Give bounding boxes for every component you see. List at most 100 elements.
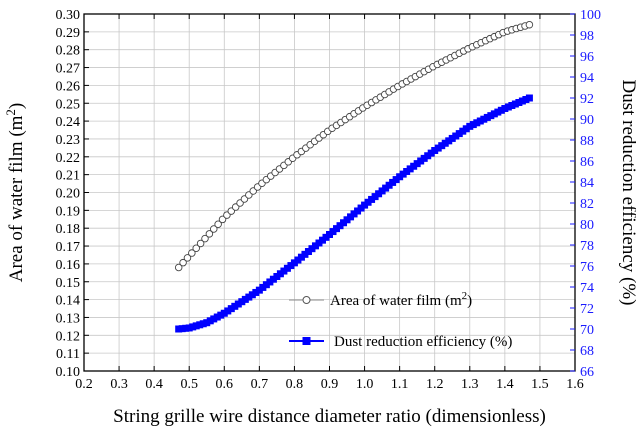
dust-efficiency-point xyxy=(290,259,298,267)
dust-efficiency-point xyxy=(417,157,425,165)
dust-efficiency-point xyxy=(318,236,326,244)
y-left-tick-label: 0.22 xyxy=(56,151,81,166)
dust-efficiency-point xyxy=(490,110,498,118)
water-film-point xyxy=(179,258,187,267)
dust-efficiency-point xyxy=(525,94,533,102)
dust-efficiency-point xyxy=(329,228,337,236)
left-y-axis-title: Area of water film (m2) xyxy=(3,103,27,283)
dust-efficiency-point xyxy=(494,108,502,116)
dust-efficiency-point xyxy=(466,122,474,130)
water-film-point xyxy=(192,244,200,252)
dust-efficiency-point xyxy=(410,162,418,170)
dust-efficiency-point xyxy=(333,225,341,233)
dust-efficiency-point xyxy=(192,322,200,330)
x-tick-label: 0.5 xyxy=(180,377,198,392)
water-film-point xyxy=(188,249,196,257)
dust-efficiency-point xyxy=(378,187,386,195)
water-film-point xyxy=(214,220,222,228)
y-left-tick-label: 0.14 xyxy=(56,294,81,309)
y-left-tick-label: 0.13 xyxy=(56,311,81,326)
y-right-tick-label: 78 xyxy=(580,239,594,254)
dust-efficiency-point xyxy=(508,102,516,109)
y-right-tick-label: 86 xyxy=(580,155,594,170)
y-right-tick-label: 100 xyxy=(580,8,601,23)
dust-efficiency-point xyxy=(283,264,291,272)
y-right-tick-label: 70 xyxy=(580,323,594,338)
y-right-tick-label: 68 xyxy=(580,344,594,359)
x-tick-label: 1.0 xyxy=(356,377,374,392)
dust-efficiency-point xyxy=(203,319,211,327)
y-left-tick-label: 0.28 xyxy=(56,44,81,59)
y-right-tick-label: 74 xyxy=(580,281,594,296)
dust-efficiency-point xyxy=(438,142,446,150)
dust-efficiency-point xyxy=(175,325,183,333)
dust-efficiency-point xyxy=(518,97,526,105)
dust-efficiency-point xyxy=(424,152,432,160)
x-axis-title: String grille wire distance diameter rat… xyxy=(113,406,546,427)
x-tick-label: 0.3 xyxy=(110,377,128,392)
water-film-point xyxy=(210,225,218,233)
dust-efficiency-point xyxy=(406,165,414,173)
dust-efficiency-point xyxy=(269,275,277,283)
legend: Area of water film (m2) Dust reduction e… xyxy=(289,290,512,350)
y-left-tick-label: 0.15 xyxy=(56,276,81,291)
dust-efficiency-point xyxy=(389,178,397,186)
dust-efficiency-point xyxy=(385,181,393,189)
dust-efficiency-point xyxy=(420,154,428,162)
dust-efficiency-point xyxy=(259,283,267,291)
x-tick-label: 0.9 xyxy=(321,377,339,392)
y-left-tick-label: 0.23 xyxy=(56,133,81,148)
x-tick-label: 0.6 xyxy=(216,377,234,392)
dust-efficiency-point xyxy=(340,219,348,227)
x-tick-label: 0.7 xyxy=(251,377,269,392)
dust-efficiency-point xyxy=(273,273,281,280)
series-dust-efficiency xyxy=(175,94,533,333)
dust-efficiency-point xyxy=(382,184,390,192)
water-film-point xyxy=(201,234,209,243)
y-right-tick-label: 72 xyxy=(580,302,594,317)
dust-efficiency-point xyxy=(483,113,491,121)
dust-efficiency-point xyxy=(522,96,530,103)
dust-efficiency-point xyxy=(336,222,344,230)
legend-label-water-film: Area of water film (m2) xyxy=(330,290,472,309)
dust-efficiency-point xyxy=(255,286,263,294)
water-film-point xyxy=(205,230,214,238)
y-left-tick-label: 0.19 xyxy=(56,204,81,219)
dust-efficiency-point xyxy=(476,117,484,125)
grid-lines xyxy=(84,14,575,371)
x-tick-label: 0.4 xyxy=(145,377,163,392)
series-water-film xyxy=(174,20,534,272)
dust-efficiency-point xyxy=(308,245,316,253)
water-film-point xyxy=(174,263,183,272)
dust-efficiency-point xyxy=(501,105,509,112)
y-left-tick-label: 0.11 xyxy=(56,347,80,362)
dust-efficiency-point xyxy=(217,311,225,319)
y-left-tick-label: 0.18 xyxy=(56,222,81,237)
y-right-tick-label: 84 xyxy=(580,176,594,191)
dust-efficiency-point xyxy=(487,112,495,120)
y-left-tick-label: 0.29 xyxy=(56,26,81,41)
legend-marker-water-film xyxy=(302,296,311,304)
y-left-tick-label: 0.17 xyxy=(56,240,81,255)
dust-efficiency-point xyxy=(262,281,270,289)
dust-efficiency-point xyxy=(276,270,284,278)
series-layer xyxy=(174,20,534,333)
dust-efficiency-point xyxy=(213,313,221,321)
right-y-axis-title: Dust reduction efficiency (%) xyxy=(618,80,636,306)
y-left-tick-label: 0.21 xyxy=(56,169,81,184)
dust-efficiency-point xyxy=(431,147,439,154)
dust-efficiency-point xyxy=(396,173,404,181)
axis-ticks: 0.2 0.3 0.4 0.5 0.6 0.7 0.8 0.9 1.0 1.1 1.2 1.3 1.4 1… xyxy=(56,8,602,392)
dust-efficiency-point xyxy=(343,216,351,224)
dust-efficiency-point xyxy=(413,160,421,168)
dust-efficiency-point xyxy=(185,324,193,332)
dust-efficiency-point xyxy=(224,307,232,315)
dust-efficiency-point xyxy=(182,324,190,332)
dust-efficiency-point xyxy=(238,298,246,306)
y-right-tick-label: 94 xyxy=(580,71,594,86)
y-right-tick-label: 96 xyxy=(580,50,594,65)
dust-efficiency-point xyxy=(315,239,323,247)
dust-efficiency-point xyxy=(311,242,319,250)
dust-efficiency-point xyxy=(241,295,249,303)
